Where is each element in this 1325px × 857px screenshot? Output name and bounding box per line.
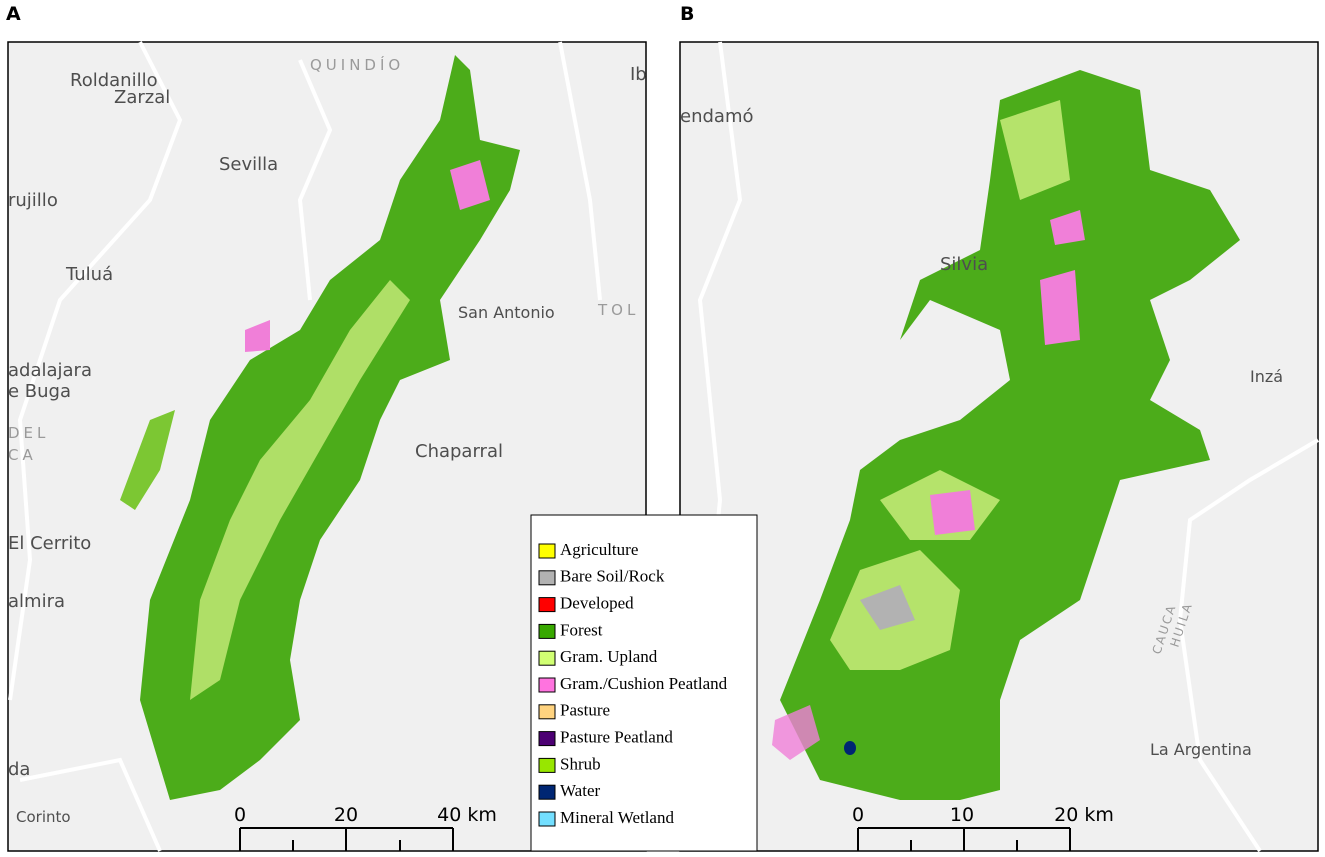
place-label: Roldanillo <box>70 70 158 91</box>
landcover-upland <box>830 100 1070 670</box>
scale-label: 0 <box>852 804 864 826</box>
scale-bar <box>239 827 454 851</box>
place-label: San Antonio <box>458 303 555 322</box>
legend-swatch <box>538 570 556 586</box>
landcover-bare <box>860 585 915 630</box>
roads <box>8 41 602 852</box>
panel-label: B <box>680 3 694 25</box>
legend-label: Developed <box>560 594 634 613</box>
place-label: Ib <box>630 64 647 85</box>
legend-swatch <box>538 677 556 693</box>
legend-label: Forest <box>560 620 603 639</box>
panel-label: A <box>6 3 21 25</box>
legend-label: Gram. Upland <box>560 647 658 666</box>
place-label: Sevilla <box>219 154 278 175</box>
scale-label: 10 <box>950 804 974 826</box>
landcover-shrub <box>120 410 175 510</box>
legend-swatch <box>538 704 556 720</box>
place-label: Tuluá <box>65 264 113 285</box>
scale-label: 20 km <box>1054 804 1114 826</box>
legend-swatch <box>538 811 556 827</box>
legend-box <box>530 514 758 852</box>
region-label: TOL <box>597 301 639 319</box>
scale-bar <box>857 827 1071 851</box>
legend-swatch <box>538 650 556 666</box>
legend-label: Water <box>560 781 600 800</box>
place-label: Silvia <box>940 254 988 275</box>
place-label: da <box>8 759 30 780</box>
region-label: QUINDÍO <box>310 55 404 74</box>
landcover-water <box>844 741 856 755</box>
legend-swatch <box>538 731 556 747</box>
landcover-upland <box>190 280 410 700</box>
legend-swatch <box>538 784 556 800</box>
place-label: La Argentina <box>1150 740 1252 759</box>
legend-label: Agriculture <box>560 540 638 559</box>
scale-label: 0 <box>234 804 246 826</box>
scale-label: 40 km <box>437 804 497 826</box>
region-label: CA <box>8 446 37 464</box>
legend-swatch <box>538 757 556 773</box>
landcover-peatland <box>245 160 490 352</box>
legend-swatch <box>538 597 556 613</box>
region-label: DEL <box>8 424 49 442</box>
legend-label: Gram./Cushion Peatland <box>560 674 728 693</box>
legend: Agriculture Bare Soil/Rock Developed Forest… <box>530 514 758 852</box>
place-label: endamó <box>680 106 754 127</box>
legend-label: Shrub <box>560 754 601 773</box>
place-label: El Cerrito <box>8 533 91 554</box>
place-label: almira <box>8 591 65 612</box>
legend-swatch <box>538 543 556 559</box>
place-label: adalajara <box>8 360 92 381</box>
place-label: Corinto <box>16 808 71 826</box>
place-label: e Buga <box>8 381 71 402</box>
landcover-peatland <box>772 705 820 760</box>
place-label: Chaparral <box>415 441 503 462</box>
landcover-peatland <box>930 210 1085 535</box>
scale-label: 20 <box>334 804 358 826</box>
legend-label: Pasture Peatland <box>560 728 673 747</box>
legend-label: Pasture <box>560 701 610 720</box>
place-label: rujillo <box>8 190 58 211</box>
legend-swatch <box>538 623 556 639</box>
legend-label: Bare Soil/Rock <box>560 567 665 586</box>
legend-label: Mineral Wetland <box>560 808 674 827</box>
place-label: Zarzal <box>114 87 170 108</box>
place-label: Inzá <box>1250 367 1283 386</box>
